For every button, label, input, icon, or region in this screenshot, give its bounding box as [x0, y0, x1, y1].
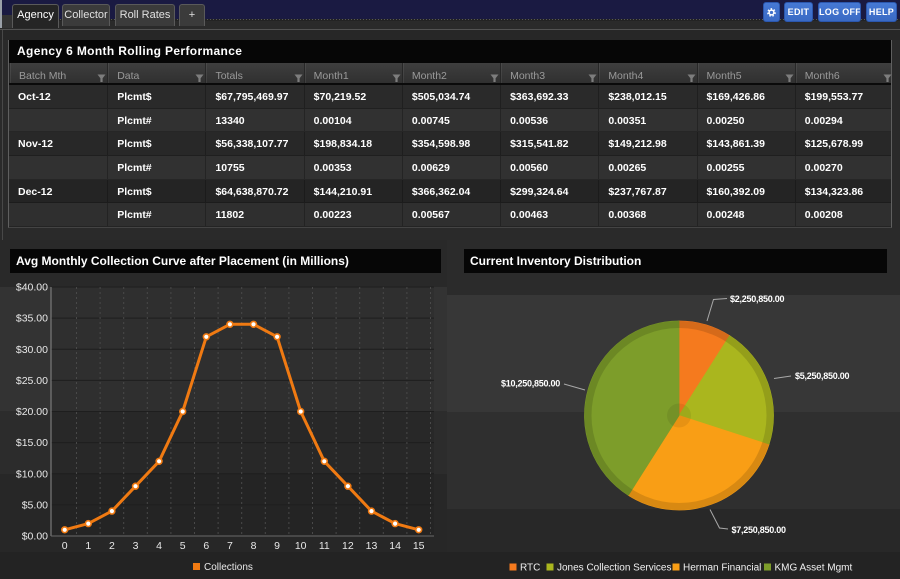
svg-text:$40.00: $40.00 — [16, 282, 48, 294]
svg-text:$5.00: $5.00 — [22, 499, 48, 511]
svg-text:$10.00: $10.00 — [16, 468, 48, 480]
svg-text:$20.00: $20.00 — [16, 406, 48, 418]
svg-text:$35.00: $35.00 — [16, 313, 48, 325]
svg-text:$2,250,850.00: $2,250,850.00 — [730, 294, 785, 304]
svg-text:14: 14 — [389, 540, 401, 552]
svg-text:$0.00: $0.00 — [22, 531, 48, 543]
svg-text:9: 9 — [274, 540, 280, 552]
svg-text:Herman Financial: Herman Financial — [683, 563, 761, 574]
svg-text:$7,250,850.00: $7,250,850.00 — [732, 525, 787, 535]
svg-text:4: 4 — [156, 540, 162, 552]
svg-text:RTC: RTC — [520, 563, 540, 574]
svg-text:0: 0 — [62, 540, 68, 552]
svg-text:1: 1 — [85, 540, 91, 552]
svg-text:6: 6 — [203, 540, 209, 552]
svg-text:3: 3 — [133, 540, 139, 552]
svg-text:$15.00: $15.00 — [16, 437, 48, 449]
svg-text:5: 5 — [180, 540, 186, 552]
svg-text:$5,250,850.00: $5,250,850.00 — [795, 371, 850, 381]
svg-text:8: 8 — [251, 540, 257, 552]
svg-text:15: 15 — [413, 540, 425, 552]
svg-text:11: 11 — [319, 540, 330, 552]
svg-text:Jones Collection Services: Jones Collection Services — [557, 563, 672, 574]
svg-text:$10,250,850.00: $10,250,850.00 — [501, 379, 560, 389]
svg-text:KMG Asset Mgmt: KMG Asset Mgmt — [775, 563, 853, 574]
svg-text:Collections: Collections — [204, 562, 253, 573]
svg-text:2: 2 — [109, 540, 115, 552]
svg-text:10: 10 — [295, 540, 307, 552]
svg-text:12: 12 — [342, 540, 354, 552]
svg-text:$25.00: $25.00 — [16, 375, 48, 387]
svg-text:$30.00: $30.00 — [16, 344, 48, 356]
svg-text:13: 13 — [366, 540, 378, 552]
svg-text:7: 7 — [227, 540, 233, 552]
